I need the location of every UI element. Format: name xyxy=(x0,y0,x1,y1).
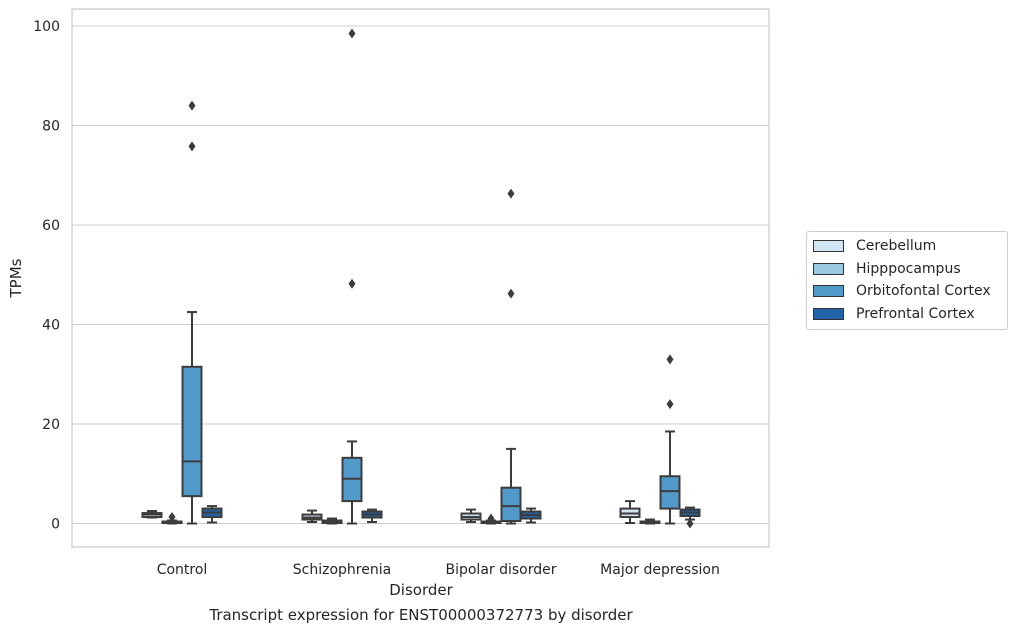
legend-label-orbitofrontal: Orbitofontal Cortex xyxy=(856,283,991,300)
outlier-point xyxy=(348,28,356,39)
box-prefrontal-cortex-major-depression xyxy=(679,506,701,529)
boxplots xyxy=(141,28,701,529)
outlier-point xyxy=(686,518,694,529)
outlier-point xyxy=(168,512,176,523)
x-tick-labels: Control Schizophrenia Bipolar disorder Majo… xyxy=(157,562,720,578)
y-tick-label: 0 xyxy=(51,517,60,533)
y-tick-labels: 0 20 40 60 80 100 xyxy=(33,19,60,533)
x-tick-label: Schizophrenia xyxy=(293,562,391,578)
y-tick-label: 60 xyxy=(42,218,60,234)
y-tick-label: 100 xyxy=(33,19,60,35)
gridlines xyxy=(72,25,769,524)
box-iqr xyxy=(181,365,203,498)
legend-swatch-prefrontal xyxy=(813,307,844,320)
legend-item-hippocampus: Hipppocampus xyxy=(807,258,1007,281)
box-cerebellum-control xyxy=(141,510,163,519)
legend-item-prefrontal: Prefrontal Cortex xyxy=(807,303,1007,326)
outlier-point xyxy=(666,354,674,365)
outlier-point xyxy=(666,399,674,410)
outlier-point xyxy=(487,513,495,524)
y-tick-label: 40 xyxy=(42,318,60,334)
box-prefrontal-cortex-control xyxy=(201,505,223,524)
x-tick-label: Bipolar disorder xyxy=(445,562,556,578)
legend-swatch-hippocampus xyxy=(813,262,844,275)
legend-swatch-cerebellum xyxy=(813,240,844,253)
legend-swatch-orbitofrontal xyxy=(813,285,844,298)
legend: Cerebellum Hipppocampus Orbitofontal Cor… xyxy=(806,231,1008,330)
legend-item-cerebellum: Cerebellum xyxy=(807,235,1007,258)
y-tick-label: 20 xyxy=(42,417,60,433)
outlier-point xyxy=(188,141,196,152)
outlier-point xyxy=(348,278,356,289)
y-axis-label: TPMs xyxy=(7,258,25,298)
x-axis-label: Disorder xyxy=(389,581,453,599)
plot-frame xyxy=(71,8,770,548)
box-orbitofontal-cortex-major-depression xyxy=(659,354,681,525)
box-orbitofontal-cortex-control xyxy=(181,100,203,525)
legend-label-prefrontal: Prefrontal Cortex xyxy=(856,305,975,322)
box-orbitofontal-cortex-schizophrenia xyxy=(341,28,363,525)
legend-label-cerebellum: Cerebellum xyxy=(856,238,937,255)
legend-item-orbitofrontal: Orbitofontal Cortex xyxy=(807,280,1007,303)
outlier-point xyxy=(188,100,196,111)
box-iqr xyxy=(659,475,681,510)
box-hipppocampus-schizophrenia xyxy=(321,517,343,525)
box-prefrontal-cortex-schizophrenia xyxy=(361,508,383,524)
box-hipppocampus-control xyxy=(161,512,183,525)
chart-caption: Transcript expression for ENST0000037277… xyxy=(209,606,633,624)
y-tick-label: 80 xyxy=(42,119,60,135)
box-hipppocampus-bipolar-disorder xyxy=(480,513,502,525)
box-orbitofontal-cortex-bipolar-disorder xyxy=(500,188,522,525)
box-iqr xyxy=(500,486,522,523)
outlier-point xyxy=(507,288,515,299)
box-prefrontal-cortex-bipolar-disorder xyxy=(520,507,542,524)
x-tick-label: Major depression xyxy=(600,562,720,578)
legend-label-hippocampus: Hipppocampus xyxy=(856,260,961,277)
box-cerebellum-schizophrenia xyxy=(301,509,323,524)
outlier-point xyxy=(507,188,515,199)
x-tick-label: Control xyxy=(157,562,208,578)
box-cerebellum-bipolar-disorder xyxy=(460,508,482,524)
box-cerebellum-major-depression xyxy=(619,500,641,525)
box-hipppocampus-major-depression xyxy=(639,518,661,525)
